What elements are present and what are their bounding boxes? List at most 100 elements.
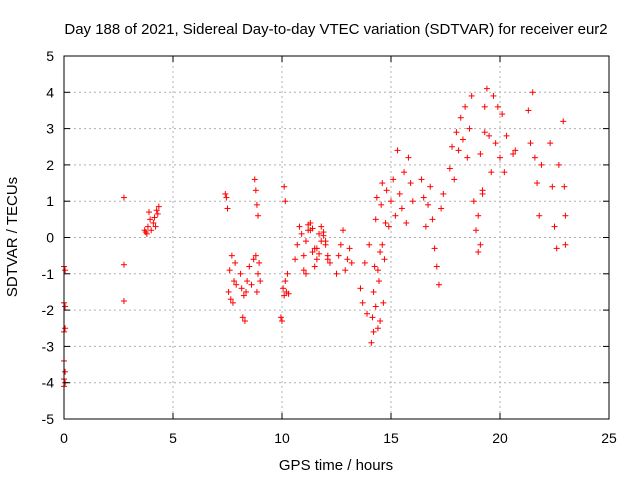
data-point xyxy=(281,183,288,190)
y-tick-label: 1 xyxy=(46,193,54,209)
data-point xyxy=(381,256,388,263)
data-point xyxy=(549,183,556,190)
data-point xyxy=(253,288,260,295)
data-point xyxy=(311,263,318,270)
data-point xyxy=(525,107,532,114)
x-tick-label: 5 xyxy=(169,430,177,446)
data-point xyxy=(340,227,347,234)
data-point xyxy=(232,259,239,266)
data-point xyxy=(481,103,488,110)
data-point xyxy=(147,216,154,223)
data-point xyxy=(483,85,490,92)
data-point xyxy=(409,198,416,205)
data-point xyxy=(300,252,307,259)
data-point xyxy=(372,216,379,223)
data-point xyxy=(429,216,436,223)
data-point xyxy=(403,219,410,226)
data-point xyxy=(449,143,456,150)
data-point xyxy=(503,132,510,139)
data-point xyxy=(322,241,329,248)
y-tick-label: -3 xyxy=(42,338,55,354)
data-point xyxy=(492,140,499,147)
data-point xyxy=(255,212,262,219)
data-point xyxy=(326,259,333,266)
y-tick-label: -4 xyxy=(42,375,55,391)
data-point xyxy=(529,89,536,96)
data-point xyxy=(237,270,244,277)
data-point xyxy=(372,303,379,310)
data-point xyxy=(120,298,127,305)
data-point xyxy=(62,303,69,310)
data-point xyxy=(379,180,386,187)
data-point xyxy=(225,288,232,295)
data-point xyxy=(446,165,453,172)
data-point xyxy=(229,299,236,306)
data-point xyxy=(378,201,385,208)
data-point xyxy=(477,151,484,158)
data-point xyxy=(433,263,440,270)
data-point xyxy=(244,278,251,285)
data-point xyxy=(313,256,320,263)
data-point xyxy=(359,299,366,306)
data-point xyxy=(62,368,69,375)
data-point xyxy=(302,270,309,277)
x-tick-label: 10 xyxy=(274,430,290,446)
data-point xyxy=(555,161,562,168)
x-tick-label: 15 xyxy=(383,430,399,446)
data-point xyxy=(364,310,371,317)
data-point xyxy=(440,190,447,197)
data-point xyxy=(257,278,264,285)
data-point xyxy=(536,212,543,219)
data-point xyxy=(561,183,568,190)
data-point xyxy=(309,225,316,232)
data-point xyxy=(342,267,349,274)
data-point xyxy=(361,259,368,266)
data-point xyxy=(143,230,150,237)
data-point xyxy=(453,129,460,136)
data-point xyxy=(373,194,380,201)
data-point xyxy=(324,256,331,263)
data-point xyxy=(320,232,327,239)
data-point xyxy=(370,328,377,335)
data-point xyxy=(344,256,351,263)
y-tick-label: 3 xyxy=(46,121,54,137)
data-point xyxy=(551,223,558,230)
data-point xyxy=(305,227,312,234)
data-point xyxy=(144,223,151,230)
data-point xyxy=(335,252,342,259)
data-point xyxy=(239,314,246,321)
data-point xyxy=(316,230,323,237)
data-point xyxy=(553,245,560,252)
data-point xyxy=(241,317,248,324)
data-point xyxy=(251,176,258,183)
data-point xyxy=(534,180,541,187)
data-point xyxy=(475,249,482,256)
data-point xyxy=(370,288,377,295)
data-point xyxy=(466,125,473,132)
y-tick-label: 5 xyxy=(46,48,54,64)
data-point xyxy=(459,136,466,143)
x-axis-label: GPS time / hours xyxy=(279,457,393,474)
data-point xyxy=(223,194,230,201)
data-point xyxy=(475,212,482,219)
data-point xyxy=(253,201,260,208)
data-point xyxy=(302,238,309,245)
data-point xyxy=(120,261,127,268)
data-point xyxy=(318,223,325,230)
data-point xyxy=(468,92,475,99)
data-point xyxy=(250,256,257,263)
data-point xyxy=(388,198,394,205)
data-point xyxy=(282,278,289,285)
data-point xyxy=(438,205,445,212)
data-point xyxy=(510,151,517,158)
data-point xyxy=(396,190,403,197)
data-point xyxy=(224,205,231,212)
y-tick-label: -1 xyxy=(42,266,55,282)
data-point xyxy=(348,259,355,266)
data-point xyxy=(547,140,554,147)
data-point xyxy=(255,270,262,277)
data-point xyxy=(398,205,405,212)
data-point xyxy=(374,325,381,332)
data-point xyxy=(281,292,288,299)
